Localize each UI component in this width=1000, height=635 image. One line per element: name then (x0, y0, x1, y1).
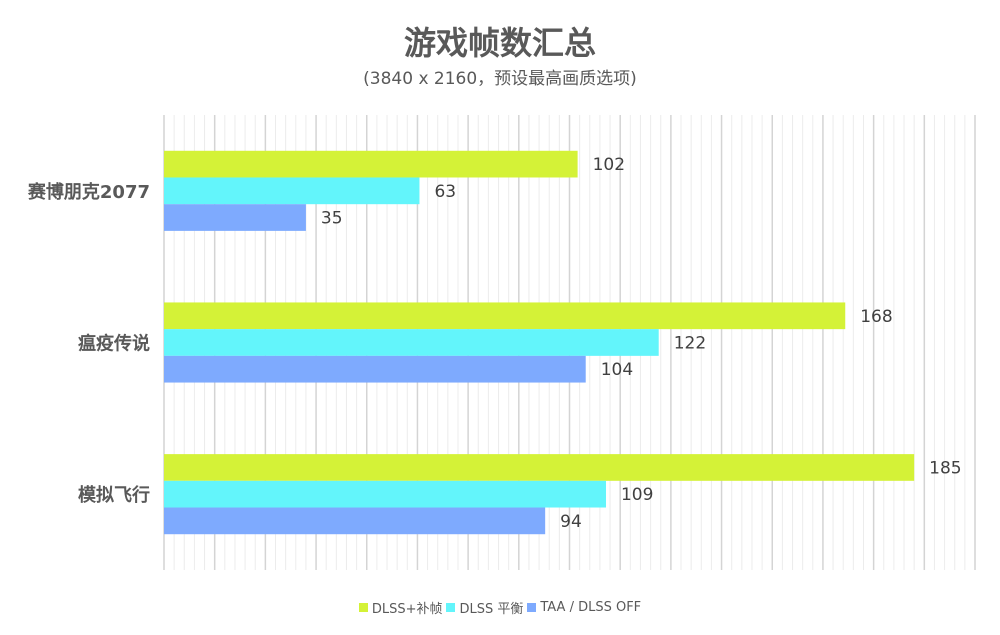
legend-label: DLSS+补帧 (371, 602, 443, 617)
chart-subtitle: (3840 x 2160，预设最高画质选项) (363, 69, 637, 89)
legend-label: DLSS 平衡 (459, 602, 524, 617)
data-label: 109 (621, 485, 653, 505)
category-label: 赛博朋克2077 (27, 181, 150, 203)
legend-swatch (446, 603, 456, 612)
bar-2 (164, 177, 420, 205)
legend-label: TAA / DLSS OFF (540, 600, 642, 615)
data-label: 104 (601, 360, 633, 380)
legend-swatch (358, 603, 368, 612)
data-label: 168 (860, 307, 892, 327)
bar-3 (164, 355, 586, 383)
category-label: 模拟飞行 (78, 484, 150, 506)
legend-item: DLSS+补帧 (358, 598, 443, 617)
legend-item: DLSS 平衡 (446, 598, 523, 617)
category-label: 瘟疫传说 (78, 333, 150, 355)
bar-1 (164, 302, 846, 330)
legend-swatch (527, 603, 537, 612)
legend-item: TAA / DLSS OFF (527, 600, 641, 615)
data-label: 102 (593, 155, 625, 175)
data-label: 94 (560, 512, 582, 532)
bar-1 (164, 454, 915, 481)
legend: DLSS+补帧 DLSS 平衡 TAA / DLSS OFF (0, 598, 1000, 617)
bar-1 (164, 150, 578, 178)
bar-3 (164, 507, 546, 535)
data-label: 122 (674, 334, 706, 354)
data-label: 63 (434, 182, 456, 202)
bar-2 (164, 329, 659, 356)
data-label: 185 (929, 458, 961, 478)
bar-3 (164, 204, 306, 231)
data-label: 35 (321, 209, 343, 229)
bar-2 (164, 480, 606, 508)
chart-title: 游戏帧数汇总 (403, 24, 596, 62)
